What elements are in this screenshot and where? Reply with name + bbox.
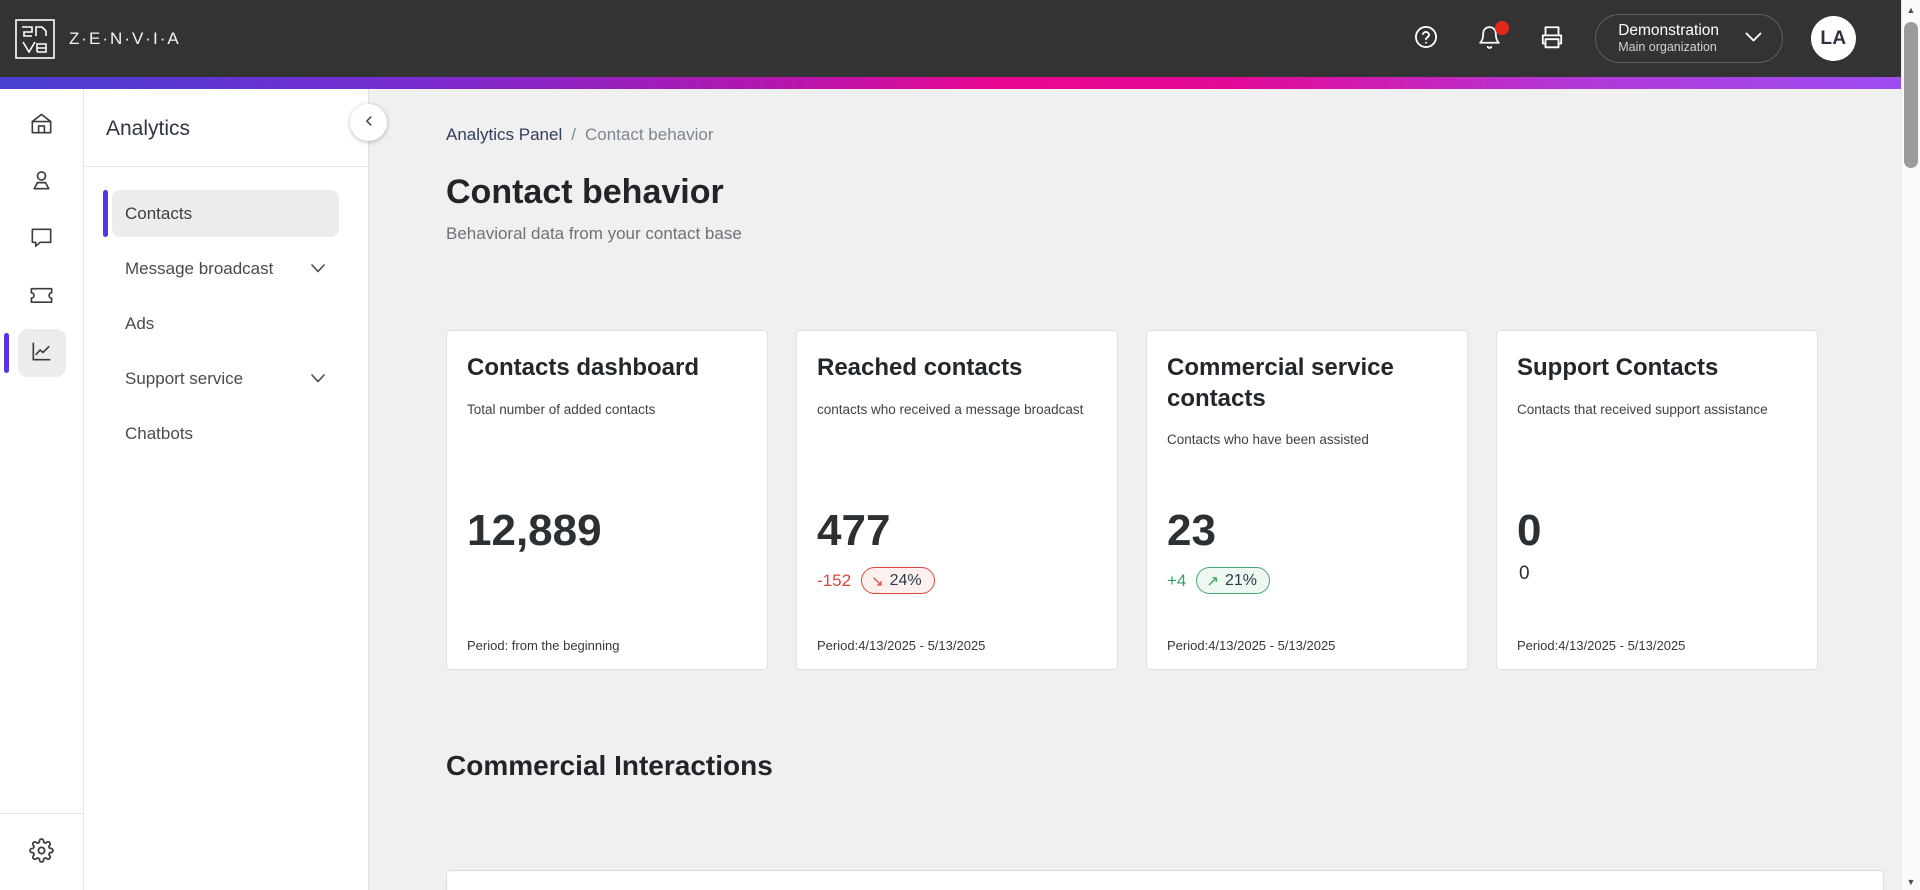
page-scrollbar[interactable]: ▲ ▼ [1901, 0, 1920, 890]
card-period: Period:4/13/2025 - 5/13/2025 [1517, 638, 1686, 653]
main-content: Analytics Panel / Contact behavior Conta… [369, 89, 1920, 890]
chevron-left-icon [362, 114, 376, 131]
stat-card: Reached contacts contacts who received a… [796, 330, 1118, 670]
breadcrumb-separator: / [571, 125, 576, 144]
sidebar-item-chatbots[interactable]: Chatbots [112, 410, 339, 457]
card-description: Contacts that received support assistanc… [1517, 401, 1768, 417]
card-value: 0 [1517, 506, 1542, 555]
print-button[interactable] [1537, 24, 1567, 54]
rail-conversations-button[interactable] [18, 215, 66, 263]
bell-icon [1477, 25, 1502, 53]
card-title: Support Contacts [1517, 354, 1719, 381]
card-description: Contacts who have been assisted [1167, 432, 1369, 448]
zenvia-logo-icon [15, 18, 55, 59]
person-icon [28, 167, 55, 197]
stat-card: Contacts dashboard Total number of added… [446, 330, 768, 670]
section-heading-commercial-interactions: Commercial Interactions [446, 750, 773, 781]
sidebar-item-label: Chatbots [125, 423, 194, 443]
scrollbar-thumb[interactable] [1904, 22, 1918, 168]
nav-icon-rail [0, 89, 84, 890]
chevron-down-icon [311, 264, 325, 273]
notifications-button[interactable] [1474, 20, 1510, 54]
zenvia-brand[interactable]: Z·E·N·V·I·A [14, 18, 181, 60]
stat-card: Support Contacts Contacts that received … [1496, 330, 1818, 670]
organization-labels: Demonstration Main organization [1618, 21, 1719, 56]
brand-wordmark: Z·E·N·V·I·A [69, 28, 181, 48]
sidebar-item-label: Message broadcast [125, 258, 274, 278]
sidebar-item-support-service[interactable]: Support service [112, 355, 339, 402]
rail-contacts-button[interactable] [18, 158, 66, 206]
top-bar-actions: Demonstration Main organization LA [1378, 14, 1856, 63]
rail-footer [0, 813, 83, 890]
card-value: 477 [817, 506, 891, 555]
delta-value: -152 [817, 570, 852, 590]
trend-arrow-icon: ↗ [1206, 572, 1219, 590]
sidebar-item-label: Support service [125, 368, 244, 388]
active-rail-indicator [3, 333, 9, 373]
page-subtitle: Behavioral data from your contact base [446, 224, 742, 243]
page-title: Contact behavior [446, 173, 724, 211]
sidebar-item-label: Contacts [125, 203, 193, 223]
chevron-down-icon [311, 374, 325, 383]
home-icon [28, 110, 55, 140]
ticket-icon [28, 281, 55, 311]
delta-badge: ↗ 21% [1196, 567, 1270, 594]
sidebar-item-label: Ads [125, 313, 155, 333]
commercial-interactions-card [446, 870, 1884, 890]
breadcrumb: Analytics Panel / Contact behavior [446, 125, 1920, 145]
user-avatar[interactable]: LA [1811, 16, 1856, 61]
card-title: Contacts dashboard [467, 354, 700, 381]
organization-switcher[interactable]: Demonstration Main organization [1595, 14, 1783, 63]
stat-card: Commercial service contacts Contacts who… [1146, 330, 1468, 670]
card-secondary-value: 0 [1519, 563, 1530, 584]
printer-icon [1539, 24, 1565, 53]
analytics-sidebar: Analytics Contacts Message broadcast Ads… [84, 89, 387, 890]
rail-settings-button[interactable] [18, 828, 66, 876]
sidebar-item-contacts[interactable]: Contacts [103, 190, 339, 237]
help-icon [1413, 24, 1439, 53]
rail-campaigns-button[interactable] [18, 272, 66, 320]
organization-name: Demonstration [1618, 22, 1719, 39]
scroll-down-arrow[interactable]: ▼ [1902, 874, 1920, 890]
card-description: contacts who received a message broadcas… [817, 401, 1084, 417]
card-value: 12,889 [467, 506, 602, 555]
chat-bubble-icon [28, 224, 55, 254]
sidebar-menu: Contacts Message broadcast Ads Support s… [84, 167, 368, 457]
sidebar-item-message-broadcast[interactable]: Message broadcast [112, 245, 339, 292]
stat-cards-row: Contacts dashboard Total number of added… [446, 330, 1920, 670]
sidebar-collapse-button[interactable] [350, 104, 387, 141]
rail-analytics-button[interactable] [3, 329, 66, 377]
card-delta-row: +4 ↗ 21% [1167, 567, 1270, 594]
organization-sublabel: Main organization [1618, 40, 1717, 55]
card-delta-row: -152 ↘ 24% [817, 567, 935, 594]
top-bar: Z·E·N·V·I·A [0, 0, 1920, 77]
card-title: Reached contacts [817, 354, 1023, 381]
card-period: Period:4/13/2025 - 5/13/2025 [817, 638, 986, 653]
trend-arrow-icon: ↘ [871, 572, 884, 590]
card-value: 23 [1167, 506, 1216, 555]
delta-value: +4 [1167, 570, 1187, 590]
card-period: Period:4/13/2025 - 5/13/2025 [1167, 638, 1336, 653]
chevron-down-icon [1745, 31, 1762, 46]
sidebar-item-ads[interactable]: Ads [112, 300, 339, 347]
rail-home-button[interactable] [18, 101, 66, 149]
settings-gear-icon [29, 838, 54, 866]
card-period: Period: from the beginning [467, 638, 620, 653]
card-title: Commercial service contacts [1167, 354, 1394, 412]
delta-badge-pct: 24% [889, 571, 922, 589]
notification-dot [1495, 20, 1510, 35]
breadcrumb-current: Contact behavior [584, 125, 714, 144]
delta-badge-pct: 21% [1224, 571, 1257, 589]
delta-badge: ↘ 24% [861, 567, 935, 594]
scroll-up-arrow[interactable]: ▲ [1902, 2, 1920, 18]
sidebar-divider [84, 166, 368, 167]
breadcrumb-analytics-panel[interactable]: Analytics Panel [446, 125, 563, 144]
card-description: Total number of added contacts [467, 401, 656, 417]
line-chart-icon [28, 338, 55, 368]
sidebar-title: Analytics [106, 117, 191, 140]
help-button[interactable] [1411, 24, 1441, 54]
brand-gradient-bar [0, 77, 1920, 89]
